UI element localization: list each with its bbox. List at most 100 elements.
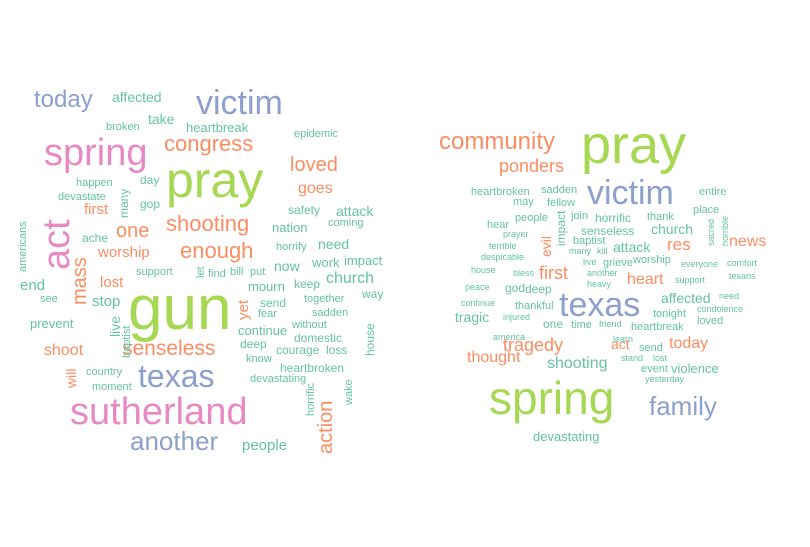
word-shooting: shooting: [547, 355, 608, 372]
word-impact: impact: [344, 253, 383, 268]
word-kill: kill: [597, 246, 608, 256]
word-church: church: [651, 221, 694, 237]
word-now: now: [274, 258, 300, 274]
word-thankful: thankful: [515, 300, 554, 312]
word-together: together: [304, 293, 345, 305]
word-thank: thank: [647, 211, 674, 223]
word-devastating: devastating: [250, 373, 307, 385]
word-mourn: mourn: [248, 279, 285, 294]
word-country: country: [86, 366, 123, 378]
word-fellow: fellow: [547, 197, 576, 209]
word-friend: friend: [599, 319, 622, 329]
word-one: one: [543, 317, 564, 331]
word-senseless: senseless: [581, 224, 635, 238]
word-ache: ache: [82, 231, 109, 245]
word-action: action: [315, 400, 337, 454]
word-sadden: sadden: [541, 184, 578, 196]
word-tragic: tragic: [455, 309, 490, 325]
word-texas: texas: [138, 358, 215, 394]
word-horrify: horrify: [276, 241, 307, 253]
word-bill: bill: [230, 266, 244, 278]
word-entire: entire: [699, 186, 727, 198]
word-house: house: [363, 323, 377, 356]
word-broken: broken: [106, 121, 140, 133]
word-day: day: [140, 173, 160, 187]
word-worship: worship: [633, 254, 671, 266]
word-thought: thought: [467, 349, 521, 366]
word-lost: lost: [653, 353, 668, 363]
word-res: res: [667, 235, 691, 254]
word-pray: pray: [166, 152, 264, 208]
word-one: one: [116, 220, 150, 242]
word-join: join: [571, 210, 589, 222]
word-impact: impact: [554, 210, 568, 246]
word-loss: loss: [326, 343, 348, 357]
word-send: send: [260, 296, 287, 310]
word-place: place: [693, 204, 720, 216]
word-time: time: [571, 319, 592, 331]
word-bless: bless: [513, 268, 535, 278]
word-will: will: [63, 368, 79, 388]
word-ponders: ponders: [499, 156, 565, 176]
word-condolence: condolence: [697, 304, 744, 314]
word-support: support: [136, 266, 173, 278]
word-heartbreak: heartbreak: [631, 321, 684, 333]
word-despicable: despicable: [481, 252, 525, 262]
word-americans: americans: [17, 221, 29, 272]
word-happen: happen: [76, 177, 113, 189]
word-today: today: [669, 335, 709, 352]
word-need: need: [719, 291, 740, 301]
word-devastating: devastating: [533, 429, 600, 444]
word-cloud-right: pray spring texas victim family community pond…: [405, 0, 810, 547]
word-everyone: everyone: [681, 259, 719, 269]
word-heart: heart: [627, 271, 664, 288]
word-first: first: [84, 201, 109, 218]
word-shoot: shoot: [44, 342, 84, 359]
word-congress: congress: [164, 131, 254, 156]
word-deep: deep: [240, 337, 267, 351]
word-news: news: [729, 233, 767, 250]
word-senseless: senseless: [122, 337, 216, 360]
word-know: know: [246, 353, 272, 365]
word-goes: goes: [298, 180, 333, 197]
word-shooting: shooting: [166, 211, 250, 236]
word-community: community: [439, 128, 556, 155]
word-evil: evil: [538, 235, 554, 257]
word-lost: lost: [100, 274, 124, 291]
word-victim: victim: [196, 84, 283, 122]
word-coming: coming: [328, 217, 364, 229]
word-wake: wake: [343, 379, 355, 405]
word-spring: spring: [44, 132, 148, 174]
word-people: people: [242, 437, 288, 454]
word-horrible: horrible: [720, 215, 730, 246]
word-act: act: [611, 336, 630, 352]
word-baptist: baptist: [121, 325, 133, 358]
word-church: church: [326, 270, 375, 287]
word-live: live: [107, 315, 123, 337]
word-courage: courage: [276, 343, 320, 357]
word-enough: enough: [180, 238, 254, 263]
word-house: house: [471, 265, 496, 275]
word-devastate: devastate: [58, 191, 106, 203]
word-texans: texans: [729, 271, 756, 281]
word-let: let: [195, 266, 207, 278]
word-comfort: comfort: [727, 258, 758, 268]
word-spring: spring: [489, 372, 615, 424]
word-injured: injured: [503, 312, 531, 322]
word-affected: affected: [112, 89, 162, 105]
word-send: send: [639, 342, 663, 354]
word-event: event: [641, 363, 668, 375]
word-loved: loved: [697, 315, 724, 327]
word-god: god: [505, 281, 526, 295]
word-victim: victim: [587, 174, 674, 212]
word-sadden: sadden: [312, 307, 349, 319]
word-another: another: [587, 268, 618, 278]
word-first: first: [539, 263, 568, 283]
word-deep: deep: [525, 282, 552, 296]
word-stand: stand: [621, 353, 644, 363]
word-baptist: baptist: [573, 235, 606, 247]
word-loved: loved: [290, 154, 338, 176]
word-yet: yet: [235, 299, 252, 320]
word-prevent: prevent: [30, 316, 74, 331]
